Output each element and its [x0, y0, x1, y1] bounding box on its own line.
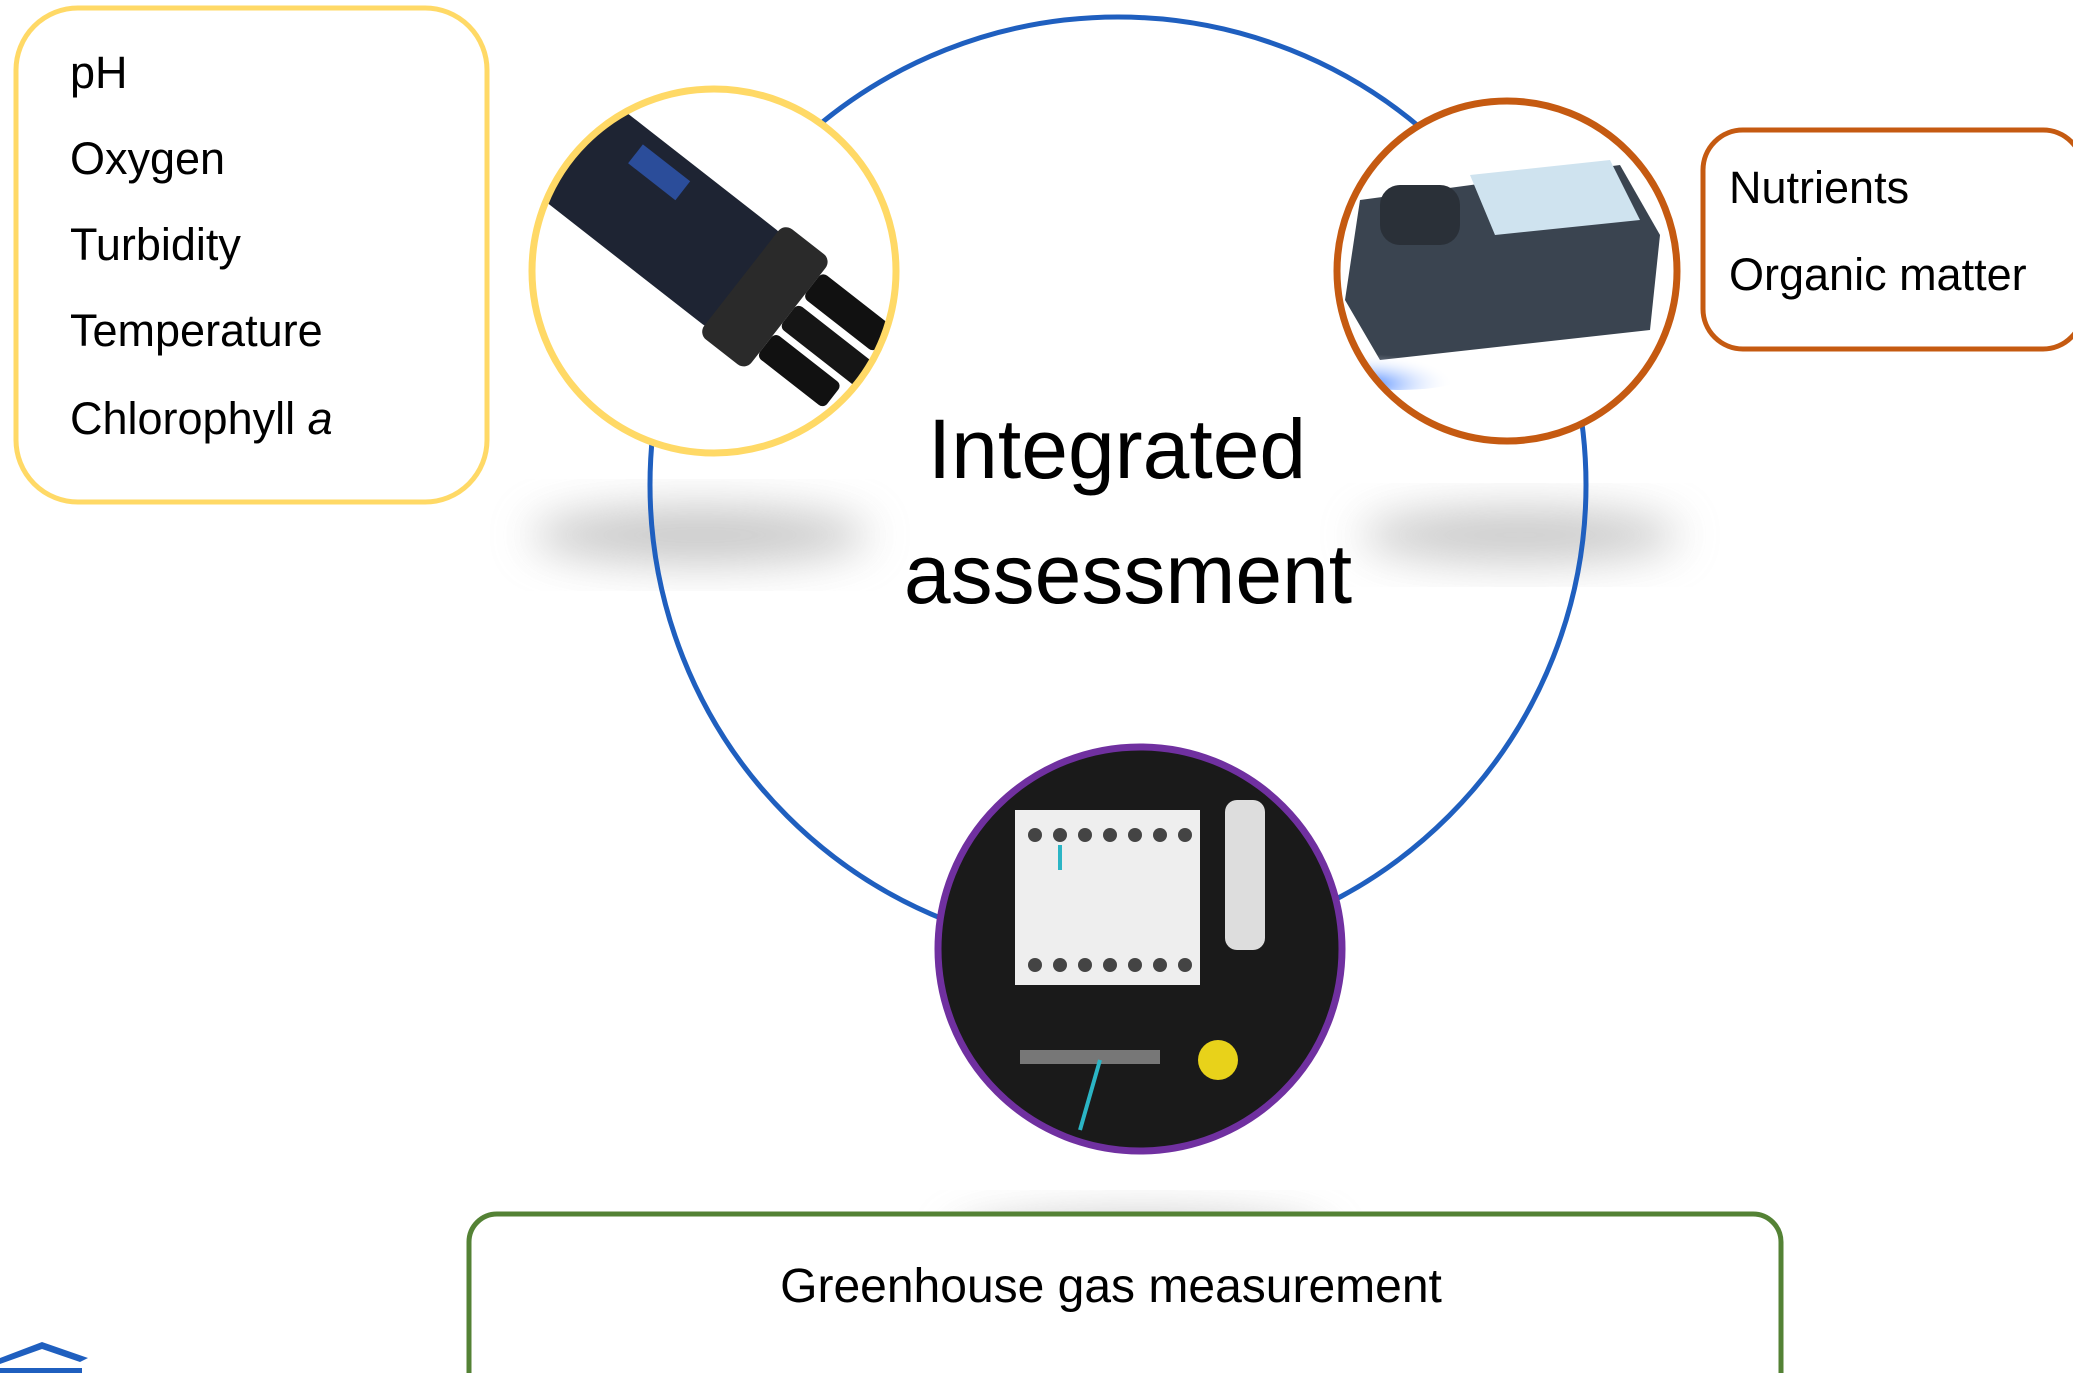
parameter: Temperature: [70, 305, 323, 356]
logo: [0, 1342, 88, 1373]
parameter: Nutrients: [1729, 162, 1909, 213]
page: {"center": {"lines": ["Integrated", "ass…: [0, 0, 2073, 1373]
center-title: Integrated: [928, 402, 1306, 496]
shadow: [1360, 509, 1680, 561]
parameter: Organic matter: [1729, 249, 2027, 300]
sonde-image: [520, 80, 920, 480]
parameter-text: Chlorophyll: [70, 393, 295, 444]
parameter: pH: [70, 47, 128, 98]
parameter: Turbidity: [70, 219, 241, 270]
gas-sampling-image: [930, 740, 1350, 1160]
center-title: assessment: [904, 527, 1352, 621]
parameter-italic: a: [308, 393, 333, 444]
diagram: pH Oxygen Turbidity Temperature Chloroph…: [0, 0, 2073, 1373]
parameter: Oxygen: [70, 133, 225, 184]
parameter: Chlorophyll a: [70, 393, 333, 444]
shadow: [530, 507, 870, 563]
ghg-label: Greenhouse gas measurement: [780, 1260, 1442, 1313]
